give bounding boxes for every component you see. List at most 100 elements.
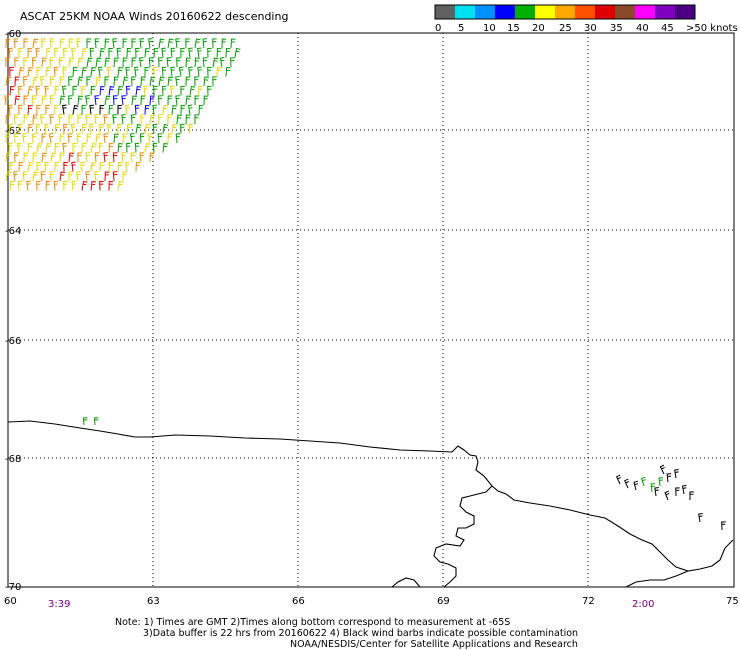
wind-barb	[185, 95, 192, 106]
colorbar-label-30: 30	[584, 23, 597, 34]
wind-barb	[53, 47, 59, 58]
wind-barb	[188, 66, 193, 77]
wind-barb	[117, 161, 123, 172]
wind-barb	[135, 161, 141, 172]
pass-time-label-1: 3:39	[48, 599, 70, 610]
wind-barb	[8, 47, 13, 58]
wind-barb	[99, 123, 104, 134]
wind-barb	[125, 85, 131, 96]
wind-barb	[17, 180, 23, 191]
wind-barb	[76, 133, 82, 144]
wind-barb	[131, 76, 136, 87]
wind-barb	[202, 57, 208, 68]
wind-barb	[36, 162, 41, 172]
wind-barb	[63, 162, 68, 172]
wind-barb	[95, 133, 102, 144]
wind-barb	[72, 86, 77, 96]
wind-barb	[23, 114, 29, 125]
wind-barb	[99, 48, 106, 58]
wind-barb	[139, 133, 145, 144]
wind-barb	[36, 104, 41, 115]
wind-barb	[71, 180, 77, 191]
colorbar-label-15: 15	[507, 23, 520, 34]
wind-barb	[188, 47, 193, 58]
wind-barb	[207, 66, 212, 77]
wind-barb	[103, 152, 108, 163]
wind-barb	[85, 152, 90, 163]
wind-barb	[180, 104, 186, 115]
wind-barb	[180, 85, 185, 96]
wind-barb	[90, 143, 97, 153]
wind-barb	[54, 123, 60, 134]
wind-barb	[185, 38, 190, 49]
colorbar-swatch	[675, 5, 696, 19]
wind-barb	[54, 86, 60, 96]
wind-barb	[62, 104, 67, 115]
longitude-labels: 60 63 66 69 72 75	[4, 596, 739, 607]
lon-label-60: 60	[4, 596, 17, 607]
wind-barb	[125, 66, 130, 77]
wind-barb	[68, 76, 73, 87]
wind-barb	[93, 170, 99, 182]
wind-barb	[32, 114, 38, 125]
wind-barb	[32, 133, 37, 144]
wind-barb	[59, 95, 66, 106]
wind-barb	[108, 180, 114, 191]
wind-barb	[125, 104, 130, 115]
wind-barb	[116, 47, 122, 58]
graticule	[8, 33, 734, 587]
wind-barb	[104, 38, 110, 49]
wind-barb	[197, 47, 202, 58]
wind-barb	[13, 152, 19, 163]
wind-barb	[5, 171, 12, 182]
wind-barb	[158, 76, 165, 87]
wind-barb	[77, 114, 83, 125]
wind-barb	[80, 161, 86, 172]
lat-label-62: -62	[5, 126, 21, 137]
wind-barb	[144, 104, 150, 115]
wind-barb	[44, 85, 49, 96]
wind-barb	[194, 38, 201, 49]
wind-barb	[72, 66, 78, 77]
wind-barb	[14, 95, 21, 106]
wind-barb	[130, 152, 136, 163]
wind-barb	[23, 95, 29, 106]
wind-barb	[41, 152, 47, 163]
wind-barb	[108, 161, 114, 172]
colorbar-swatch	[435, 5, 456, 19]
wind-barb	[31, 95, 37, 106]
wind-barb	[81, 181, 88, 191]
wind-barb	[138, 57, 144, 68]
lat-label-64: -64	[5, 226, 21, 237]
wind-barb	[225, 66, 231, 77]
wind-barb	[98, 66, 103, 77]
wind-barb	[27, 47, 33, 58]
wind-barb	[72, 143, 77, 153]
wind-barb	[23, 76, 28, 87]
wind-barb	[108, 86, 115, 96]
wind-barb	[152, 142, 158, 153]
wind-barb	[63, 123, 68, 134]
wind-barb	[35, 47, 40, 58]
wind-barb	[70, 123, 76, 134]
map-title: ASCAT 25KM NOAA Winds 20160622 descendin…	[20, 10, 288, 23]
colorbar-labels: 0 5 10 15 20 25 30 35 40 45 >50 knots	[435, 23, 738, 34]
wind-barb	[675, 487, 680, 497]
wind-barb	[59, 152, 65, 163]
wind-barb	[194, 76, 199, 87]
wind-barb	[59, 76, 65, 87]
wind-barb	[140, 114, 145, 125]
wind-barb	[9, 180, 15, 191]
wind-barb	[135, 124, 142, 134]
wind-barb	[50, 152, 57, 163]
wind-barb	[35, 123, 41, 134]
wind-barb	[14, 57, 19, 68]
wind-barb	[18, 85, 23, 96]
wind-barb	[187, 104, 193, 115]
wind-barb	[23, 152, 29, 163]
wind-barb	[40, 76, 45, 87]
wind-barb	[129, 133, 135, 144]
wind-barb	[44, 161, 49, 172]
note-line-3: NOAA/NESDIS/Center for Satellite Applica…	[290, 639, 578, 650]
wind-barb	[139, 38, 145, 49]
